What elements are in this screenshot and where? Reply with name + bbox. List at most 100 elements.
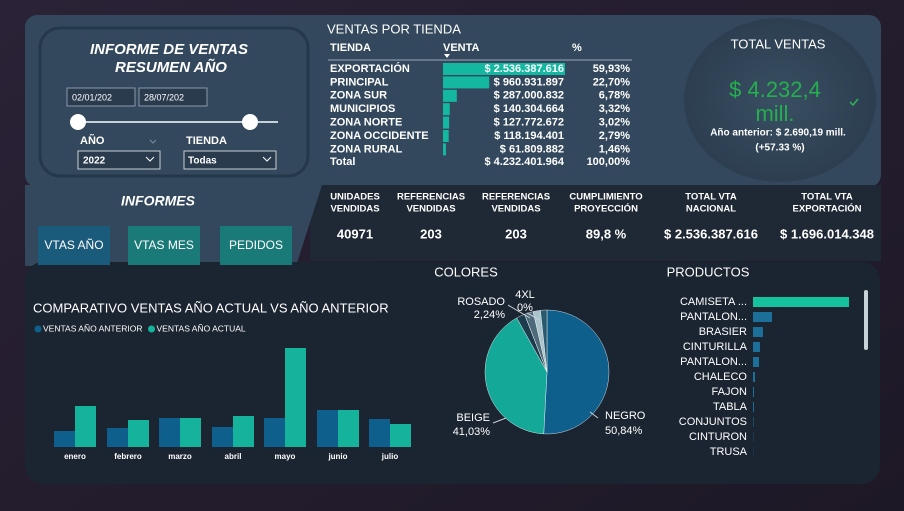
legend-label: VENTAS AÑO ACTUAL bbox=[157, 323, 246, 333]
leader-line bbox=[526, 312, 541, 321]
button-label: VTAS AÑO bbox=[44, 238, 103, 252]
y-tick-label: CAMISETA ... bbox=[680, 296, 747, 308]
bar bbox=[753, 402, 754, 412]
pie-slice bbox=[484, 317, 548, 435]
filter-label: TIENDA bbox=[186, 135, 227, 147]
kpi-value: 40971 bbox=[337, 226, 373, 241]
slice-label: ROSADO bbox=[457, 296, 505, 308]
title: INFORME DE VENTAS bbox=[90, 41, 248, 58]
kpi-label: CUMPLIMIENTO bbox=[569, 192, 642, 203]
sales-percent: 1,46% bbox=[599, 143, 630, 155]
total-label: Total bbox=[330, 156, 355, 168]
bar bbox=[54, 431, 75, 447]
y-tick-label: CINTURILLA bbox=[683, 341, 748, 353]
data-bar bbox=[443, 63, 565, 75]
sales-percent: 22,70% bbox=[593, 76, 631, 88]
slice-value: 50,84% bbox=[605, 425, 643, 437]
store-name: PRINCIPAL bbox=[330, 76, 389, 88]
kpi-label: EXPORTACIÓN bbox=[793, 203, 862, 215]
x-tick-label: mayo bbox=[275, 452, 296, 461]
bar bbox=[212, 427, 233, 447]
store-name: ZONA RURAL bbox=[330, 143, 403, 155]
kpi-value: $ 2.536.387.616 bbox=[664, 226, 758, 241]
report-button[interactable] bbox=[38, 226, 110, 265]
kpi-value: 89,8 % bbox=[586, 226, 627, 241]
slider-thumb[interactable] bbox=[70, 114, 86, 130]
report-button[interactable] bbox=[220, 226, 292, 265]
bar bbox=[753, 312, 772, 322]
bar bbox=[390, 424, 411, 447]
y-tick-label: FAJON bbox=[712, 386, 748, 398]
legend-marker bbox=[148, 325, 156, 333]
button-label: VTAS MES bbox=[134, 238, 194, 252]
bar bbox=[753, 372, 755, 382]
kpi-title: TOTAL VENTAS bbox=[731, 36, 826, 51]
section-title: INFORMES bbox=[121, 193, 196, 209]
date-input[interactable] bbox=[66, 87, 136, 107]
column-header: TIENDA bbox=[330, 42, 371, 54]
bar bbox=[159, 418, 180, 447]
bar bbox=[753, 297, 849, 307]
bar bbox=[369, 419, 390, 447]
kpi-label: VENDIDAS bbox=[406, 204, 455, 215]
chart-title: COLORES bbox=[434, 264, 498, 279]
filter-value: Todas bbox=[188, 156, 217, 167]
sales-value: $ 127.772.672 bbox=[494, 117, 564, 129]
kpi-value: $ 1.696.014.348 bbox=[780, 226, 874, 241]
bar bbox=[75, 406, 96, 447]
kpi-value: 203 bbox=[505, 226, 527, 241]
legend-label: VENTAS AÑO ANTERIOR bbox=[43, 323, 143, 333]
store-name: ZONA SUR bbox=[330, 90, 387, 102]
store-dropdown[interactable] bbox=[183, 150, 277, 170]
slice-label: BEIGE bbox=[456, 412, 490, 424]
date-value: 28/07/202 bbox=[144, 92, 184, 102]
column-header: VENTA bbox=[443, 42, 480, 54]
sales-percent: 3,02% bbox=[599, 117, 630, 129]
y-tick-label: CONJUNTOS bbox=[679, 416, 747, 428]
bar bbox=[264, 418, 285, 447]
y-tick-label: TABLA bbox=[713, 401, 748, 413]
kpi-label: NACIONAL bbox=[686, 204, 736, 215]
leader-line bbox=[507, 304, 531, 319]
bar bbox=[285, 348, 306, 447]
bar bbox=[317, 410, 338, 447]
data-bar bbox=[443, 89, 457, 102]
data-bar bbox=[443, 76, 490, 89]
data-bar bbox=[443, 116, 450, 129]
kpi-label: REFERENCIAS bbox=[482, 192, 550, 203]
slice-value: 0% bbox=[517, 302, 533, 314]
column-header: % bbox=[572, 42, 582, 54]
date-input[interactable] bbox=[138, 87, 208, 107]
scrollbar[interactable] bbox=[864, 290, 868, 350]
data-bar bbox=[443, 103, 450, 116]
year-dropdown[interactable] bbox=[77, 150, 161, 170]
x-tick-label: marzo bbox=[168, 452, 192, 461]
sales-percent: 3,32% bbox=[599, 103, 630, 115]
check-icon bbox=[849, 98, 859, 107]
bar bbox=[180, 418, 201, 447]
bar bbox=[753, 417, 754, 427]
store-name: ZONA OCCIDENTE bbox=[330, 130, 429, 142]
kpi-label: VENDIDAS bbox=[330, 204, 379, 215]
kpi-label: PROYECCIÓN bbox=[574, 203, 638, 215]
y-tick-label: PANTALON... bbox=[680, 311, 747, 323]
leader-line bbox=[589, 411, 599, 419]
total-percent: 100,00% bbox=[587, 156, 631, 168]
button-label: PEDIDOS bbox=[229, 238, 283, 252]
store-name: MUNICIPIOS bbox=[330, 103, 395, 115]
data-bar bbox=[443, 130, 449, 142]
kpi-label: REFERENCIAS bbox=[397, 192, 465, 203]
y-tick-label: TRUSA bbox=[710, 446, 748, 458]
report-button[interactable] bbox=[128, 226, 200, 265]
slice-value: 41,03% bbox=[453, 426, 491, 438]
previous-year: Año anterior: $ 2.690,19 mill. bbox=[710, 128, 846, 139]
bar bbox=[338, 410, 359, 447]
sales-value: $ 287.000.832 bbox=[494, 90, 564, 102]
kpi-label: VENDIDAS bbox=[491, 204, 540, 215]
slider-thumb[interactable] bbox=[242, 114, 258, 130]
kpi-label: TOTAL VTA bbox=[801, 192, 853, 203]
total-value: $ 4.232,4 mill. bbox=[729, 78, 821, 126]
chart-title: PRODUCTOS bbox=[667, 264, 750, 279]
pie-slice bbox=[543, 309, 610, 435]
